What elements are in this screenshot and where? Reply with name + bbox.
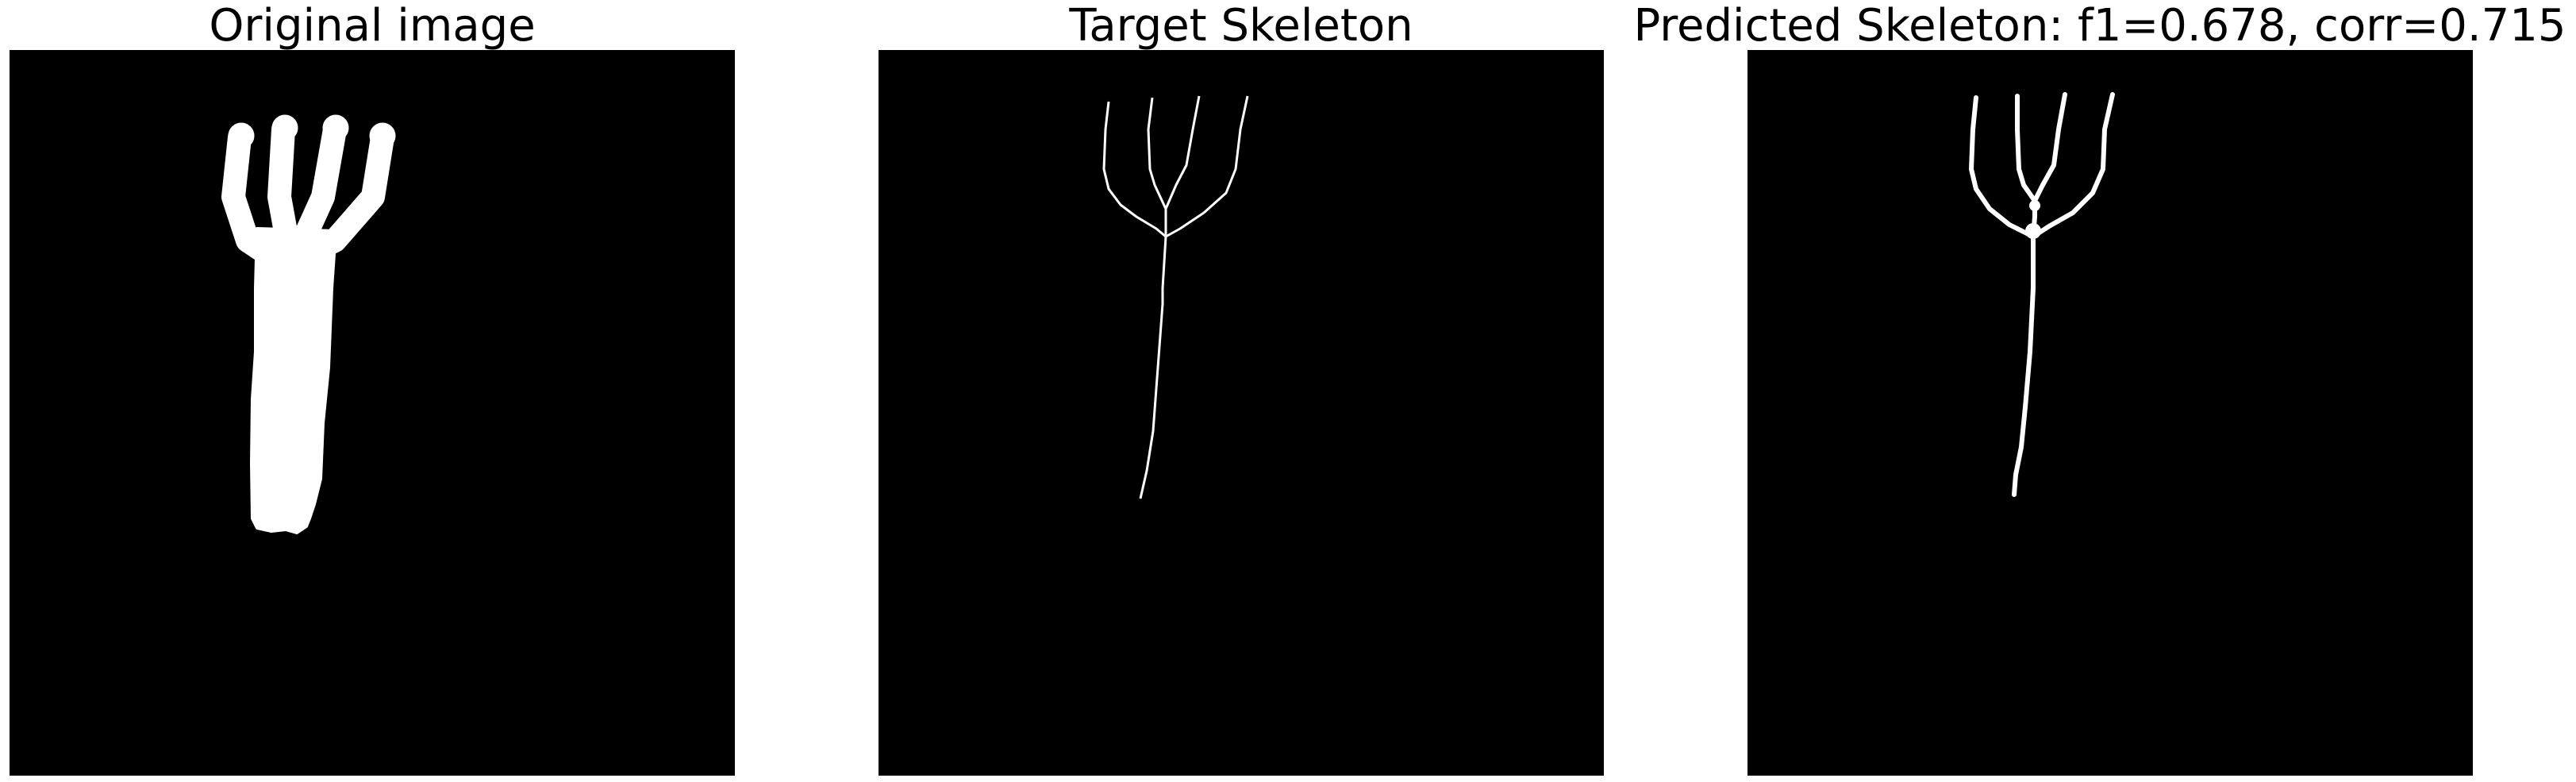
target-skeleton-lines [1102,95,1249,499]
predicted-upper-junction [2029,200,2040,211]
title-original-image: Original image [209,0,536,52]
predicted-skeleton-image [1747,50,2473,776]
predicted-skeleton-lines [1969,92,2115,497]
predicted-background [1747,50,2473,776]
fork-mask [221,114,396,534]
panel-original-image [10,50,735,776]
panel-target-skeleton [879,50,1604,776]
title-predicted-skeleton: Predicted Skeleton: f1=0.678, corr=0.715 [1633,0,2566,52]
title-target-skeleton: Target Skeleton [1069,0,1413,52]
panel-predicted-skeleton [1747,50,2473,776]
target-background [879,50,1604,776]
target-skeleton-image [879,50,1604,776]
original-mask-image [10,50,735,776]
predicted-junction-blob [2025,223,2041,239]
